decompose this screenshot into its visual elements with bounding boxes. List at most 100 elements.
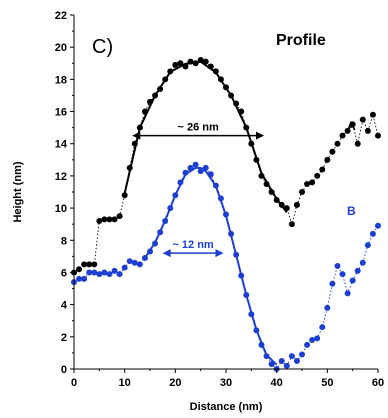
series-b-point	[81, 275, 88, 282]
series-b-point	[359, 259, 366, 266]
series-b-point	[304, 341, 311, 348]
series-b-point	[375, 222, 381, 229]
fit-curve-b	[144, 166, 278, 366]
series-b-point	[299, 351, 305, 358]
series-a-point	[339, 132, 346, 139]
series-b-point	[329, 280, 336, 287]
series-b-point	[288, 353, 295, 360]
y-tick-label: 14	[55, 139, 68, 151]
series-a-point	[91, 261, 98, 268]
chart-title: Profile	[276, 32, 326, 49]
panel-label: C)	[92, 36, 113, 58]
series-b-point	[344, 290, 351, 297]
width-annotation-b-label: ~ 12 nm	[172, 239, 213, 251]
y-tick-label: 4	[61, 300, 68, 312]
series-b-point	[349, 277, 356, 284]
series-a-point	[299, 189, 305, 195]
series-a-point	[288, 221, 295, 228]
x-tick-label: 50	[321, 377, 333, 389]
series-b-point	[339, 271, 346, 278]
series-b-point	[106, 271, 113, 278]
series-a-point	[111, 216, 118, 223]
series-b-line	[73, 163, 379, 370]
series-a-point	[293, 201, 300, 208]
y-tick-label: 18	[55, 74, 67, 86]
series-a-point	[324, 156, 331, 163]
series-b-point	[91, 269, 98, 276]
series-b-point	[369, 230, 376, 237]
series-a-point	[304, 180, 311, 187]
y-tick-label: 2	[61, 332, 67, 344]
series-a-label: A	[347, 119, 356, 133]
series-a-point	[329, 148, 336, 155]
series-a-point	[369, 111, 376, 118]
arrow-head-left	[162, 249, 171, 258]
series-b-point	[354, 267, 361, 274]
series-b-point	[101, 269, 108, 276]
x-tick-label: 20	[169, 377, 181, 389]
axes: 0 10 20 30 40 50 60 0 2 4 6 8 10 12 14 16 18 20 22	[55, 10, 384, 389]
x-tick-label: 30	[220, 377, 232, 389]
series-b-point	[131, 259, 138, 266]
width-annotation-a-label: ~ 26 nm	[177, 122, 218, 134]
series-b-point	[314, 335, 321, 342]
series-a-point	[309, 179, 316, 186]
arrow-head-left	[132, 131, 141, 140]
series-b-point	[136, 261, 143, 268]
series-a-point	[86, 261, 93, 268]
series-a-point	[364, 127, 371, 134]
y-tick-label: 16	[55, 107, 67, 119]
y-tick-label: 8	[61, 235, 67, 247]
y-tick-label: 6	[61, 267, 67, 279]
series-a-point	[106, 216, 113, 223]
series-b-point	[319, 324, 326, 331]
series-b-point	[364, 242, 371, 249]
plot-area	[71, 57, 381, 372]
y-tick-label: 0	[61, 364, 67, 376]
series-a-point	[349, 121, 356, 128]
series-a-line	[73, 59, 379, 273]
series-b-point	[76, 275, 83, 282]
series-a-point	[375, 132, 381, 139]
series-a-point	[319, 166, 326, 173]
series-a-point	[76, 266, 83, 273]
series-b-point	[126, 258, 133, 265]
series-a-point	[81, 261, 88, 268]
series-a-point	[344, 127, 351, 134]
series-b-point	[278, 357, 285, 364]
series-a-point	[96, 217, 103, 224]
y-axis-ticks: 0 2 4 6 8 10 12 14 16 18 20 22	[55, 10, 74, 376]
series-b-point	[293, 357, 300, 364]
series-b-point	[334, 263, 341, 270]
fit-curve-a	[123, 60, 288, 214]
series-b-point	[116, 271, 123, 278]
series-a-point	[354, 140, 361, 147]
y-tick-label: 20	[55, 42, 67, 54]
arrow-head-right	[256, 131, 264, 140]
series-b-point	[86, 269, 93, 276]
series-b-label: B	[347, 204, 356, 218]
series-a-point	[121, 192, 128, 199]
y-tick-label: 22	[55, 10, 67, 22]
series-b-point	[111, 267, 118, 274]
x-tick-label: 10	[119, 377, 131, 389]
series-b-point	[283, 362, 290, 369]
series-a-point	[334, 140, 341, 147]
series-a-point	[101, 216, 108, 223]
series-b-point	[324, 304, 331, 311]
arrow-head-right	[215, 249, 224, 258]
series-a-point	[314, 172, 321, 179]
y-tick-label: 10	[55, 203, 67, 215]
series-b-point	[121, 264, 128, 271]
series-b-point	[192, 161, 199, 168]
series-b-point	[96, 271, 103, 278]
x-axis-ticks: 0 10 20 30 40 50 60	[71, 369, 384, 389]
x-axis-title: Distance (nm)	[190, 401, 263, 413]
series-a-point	[116, 213, 123, 220]
x-tick-label: 60	[372, 377, 384, 389]
series-a-point	[359, 116, 366, 123]
series-b-point	[309, 337, 316, 344]
x-tick-label: 0	[71, 377, 77, 389]
x-tick-label: 40	[271, 377, 283, 389]
